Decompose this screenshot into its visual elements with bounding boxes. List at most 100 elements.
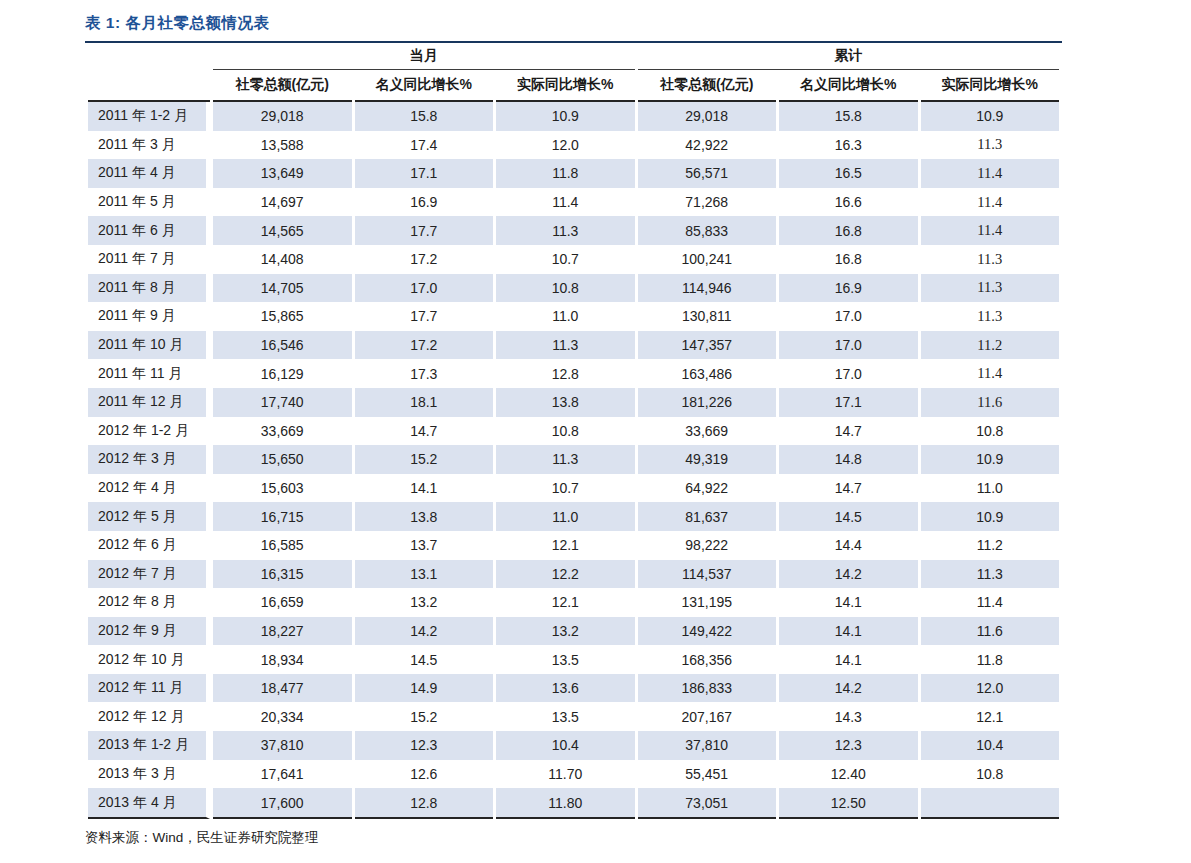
value-cell: 14.8 [779, 445, 918, 474]
value-cell: 12.40 [779, 760, 918, 789]
value-cell: 149,422 [638, 617, 777, 646]
value-cell: 13,649 [213, 159, 352, 188]
value-cell: 10.8 [921, 417, 1060, 446]
value-cell: 16,585 [213, 531, 352, 560]
value-cell: 12.8 [496, 359, 635, 388]
table-row: 2012 年 7 月16,31513.112.2114,53714.211.3 [88, 560, 1059, 589]
column-header-row: 社零总额(亿元) 名义同比增长% 实际同比增长% 社零总额(亿元) 名义同比增长… [88, 70, 1059, 102]
value-cell: 17.0 [779, 302, 918, 331]
value-cell: 12.3 [355, 731, 494, 760]
value-cell: 37,810 [638, 731, 777, 760]
value-cell: 14,408 [213, 245, 352, 274]
retail-sales-table: 当月 累计 社零总额(亿元) 名义同比增长% 实际同比增长% 社零总额(亿元) … [85, 43, 1062, 819]
value-cell: 10.9 [921, 502, 1060, 531]
value-cell: 12.1 [921, 702, 1060, 731]
value-cell: 147,357 [638, 331, 777, 360]
value-cell: 18,227 [213, 617, 352, 646]
col-header-current-nominal-growth: 名义同比增长% [355, 70, 494, 102]
value-cell: 11.4 [921, 216, 1060, 245]
value-cell: 17.3 [355, 359, 494, 388]
value-cell: 11.3 [921, 274, 1060, 303]
row-label: 2012 年 10 月 [88, 645, 210, 674]
value-cell: 168,356 [638, 645, 777, 674]
value-cell [921, 788, 1060, 819]
value-cell: 29,018 [213, 102, 352, 131]
value-cell: 14.9 [355, 674, 494, 703]
value-cell: 11.4 [921, 588, 1060, 617]
table-row: 2012 年 8 月16,65913.212.1131,19514.111.4 [88, 588, 1059, 617]
value-cell: 14.2 [355, 617, 494, 646]
row-label: 2012 年 4 月 [88, 474, 210, 503]
value-cell: 33,669 [638, 417, 777, 446]
table-row: 2013 年 1-2 月37,81012.310.437,81012.310.4 [88, 731, 1059, 760]
value-cell: 16.9 [355, 188, 494, 217]
value-cell: 18,934 [213, 645, 352, 674]
value-cell: 42,922 [638, 131, 777, 160]
value-cell: 12.50 [779, 788, 918, 819]
value-cell: 98,222 [638, 531, 777, 560]
value-cell: 16,129 [213, 359, 352, 388]
row-label: 2011 年 6 月 [88, 216, 210, 245]
row-label: 2012 年 5 月 [88, 502, 210, 531]
value-cell: 14.1 [779, 617, 918, 646]
value-cell: 14.7 [355, 417, 494, 446]
value-cell: 163,486 [638, 359, 777, 388]
group-header-row: 当月 累计 [88, 43, 1059, 70]
value-cell: 17,740 [213, 388, 352, 417]
value-cell: 16.8 [779, 216, 918, 245]
value-cell: 49,319 [638, 445, 777, 474]
table-row: 2011 年 9 月15,86517.711.0130,81117.011.3 [88, 302, 1059, 331]
value-cell: 10.7 [496, 474, 635, 503]
value-cell: 13.8 [355, 502, 494, 531]
value-cell: 73,051 [638, 788, 777, 819]
value-cell: 13,588 [213, 131, 352, 160]
value-cell: 16,715 [213, 502, 352, 531]
col-header-current-real-growth: 实际同比增长% [496, 70, 635, 102]
value-cell: 11.8 [921, 645, 1060, 674]
table-header: 当月 累计 社零总额(亿元) 名义同比增长% 实际同比增长% 社零总额(亿元) … [88, 43, 1059, 102]
table-row: 2012 年 12 月20,33415.213.5207,16714.312.1 [88, 702, 1059, 731]
source-note: 资料来源：Wind，民生证券研究院整理 [85, 829, 1062, 847]
table-row: 2011 年 3 月13,58817.412.042,92216.311.3 [88, 131, 1059, 160]
value-cell: 12.6 [355, 760, 494, 789]
col-header-cumulative-total: 社零总额(亿元) [638, 70, 777, 102]
value-cell: 17.7 [355, 302, 494, 331]
value-cell: 186,833 [638, 674, 777, 703]
value-cell: 11.3 [921, 131, 1060, 160]
value-cell: 12.0 [496, 131, 635, 160]
value-cell: 12.2 [496, 560, 635, 589]
value-cell: 14.7 [779, 417, 918, 446]
row-label: 2013 年 1-2 月 [88, 731, 210, 760]
table-row: 2012 年 1-2 月33,66914.710.833,66914.710.8 [88, 417, 1059, 446]
value-cell: 13.8 [496, 388, 635, 417]
value-cell: 11.70 [496, 760, 635, 789]
value-cell: 71,268 [638, 188, 777, 217]
value-cell: 17.1 [355, 159, 494, 188]
value-cell: 11.3 [921, 245, 1060, 274]
value-cell: 13.5 [496, 702, 635, 731]
value-cell: 14.1 [779, 588, 918, 617]
col-header-cumulative-nominal-growth: 名义同比增长% [779, 70, 918, 102]
value-cell: 114,946 [638, 274, 777, 303]
value-cell: 14.2 [779, 560, 918, 589]
table-row: 2012 年 11 月18,47714.913.6186,83314.212.0 [88, 674, 1059, 703]
row-label: 2013 年 4 月 [88, 788, 210, 819]
table-row: 2012 年 9 月18,22714.213.2149,42214.111.6 [88, 617, 1059, 646]
row-label: 2011 年 3 月 [88, 131, 210, 160]
value-cell: 14.4 [779, 531, 918, 560]
group-header-current-month: 当月 [213, 43, 635, 70]
report-table-section: 表 1: 各月社零总额情况表 当月 累计 社零总额(亿元) 名义同比增长% 实际… [85, 13, 1062, 847]
value-cell: 11.0 [921, 474, 1060, 503]
value-cell: 14.7 [779, 474, 918, 503]
value-cell: 12.1 [496, 588, 635, 617]
value-cell: 17.0 [355, 274, 494, 303]
group-header-cumulative: 累计 [638, 43, 1060, 70]
value-cell: 10.9 [496, 102, 635, 131]
corner-blank-cell [88, 70, 210, 102]
value-cell: 14,565 [213, 216, 352, 245]
value-cell: 15,865 [213, 302, 352, 331]
value-cell: 13.6 [496, 674, 635, 703]
value-cell: 11.4 [496, 188, 635, 217]
value-cell: 17.0 [779, 331, 918, 360]
value-cell: 17.2 [355, 245, 494, 274]
